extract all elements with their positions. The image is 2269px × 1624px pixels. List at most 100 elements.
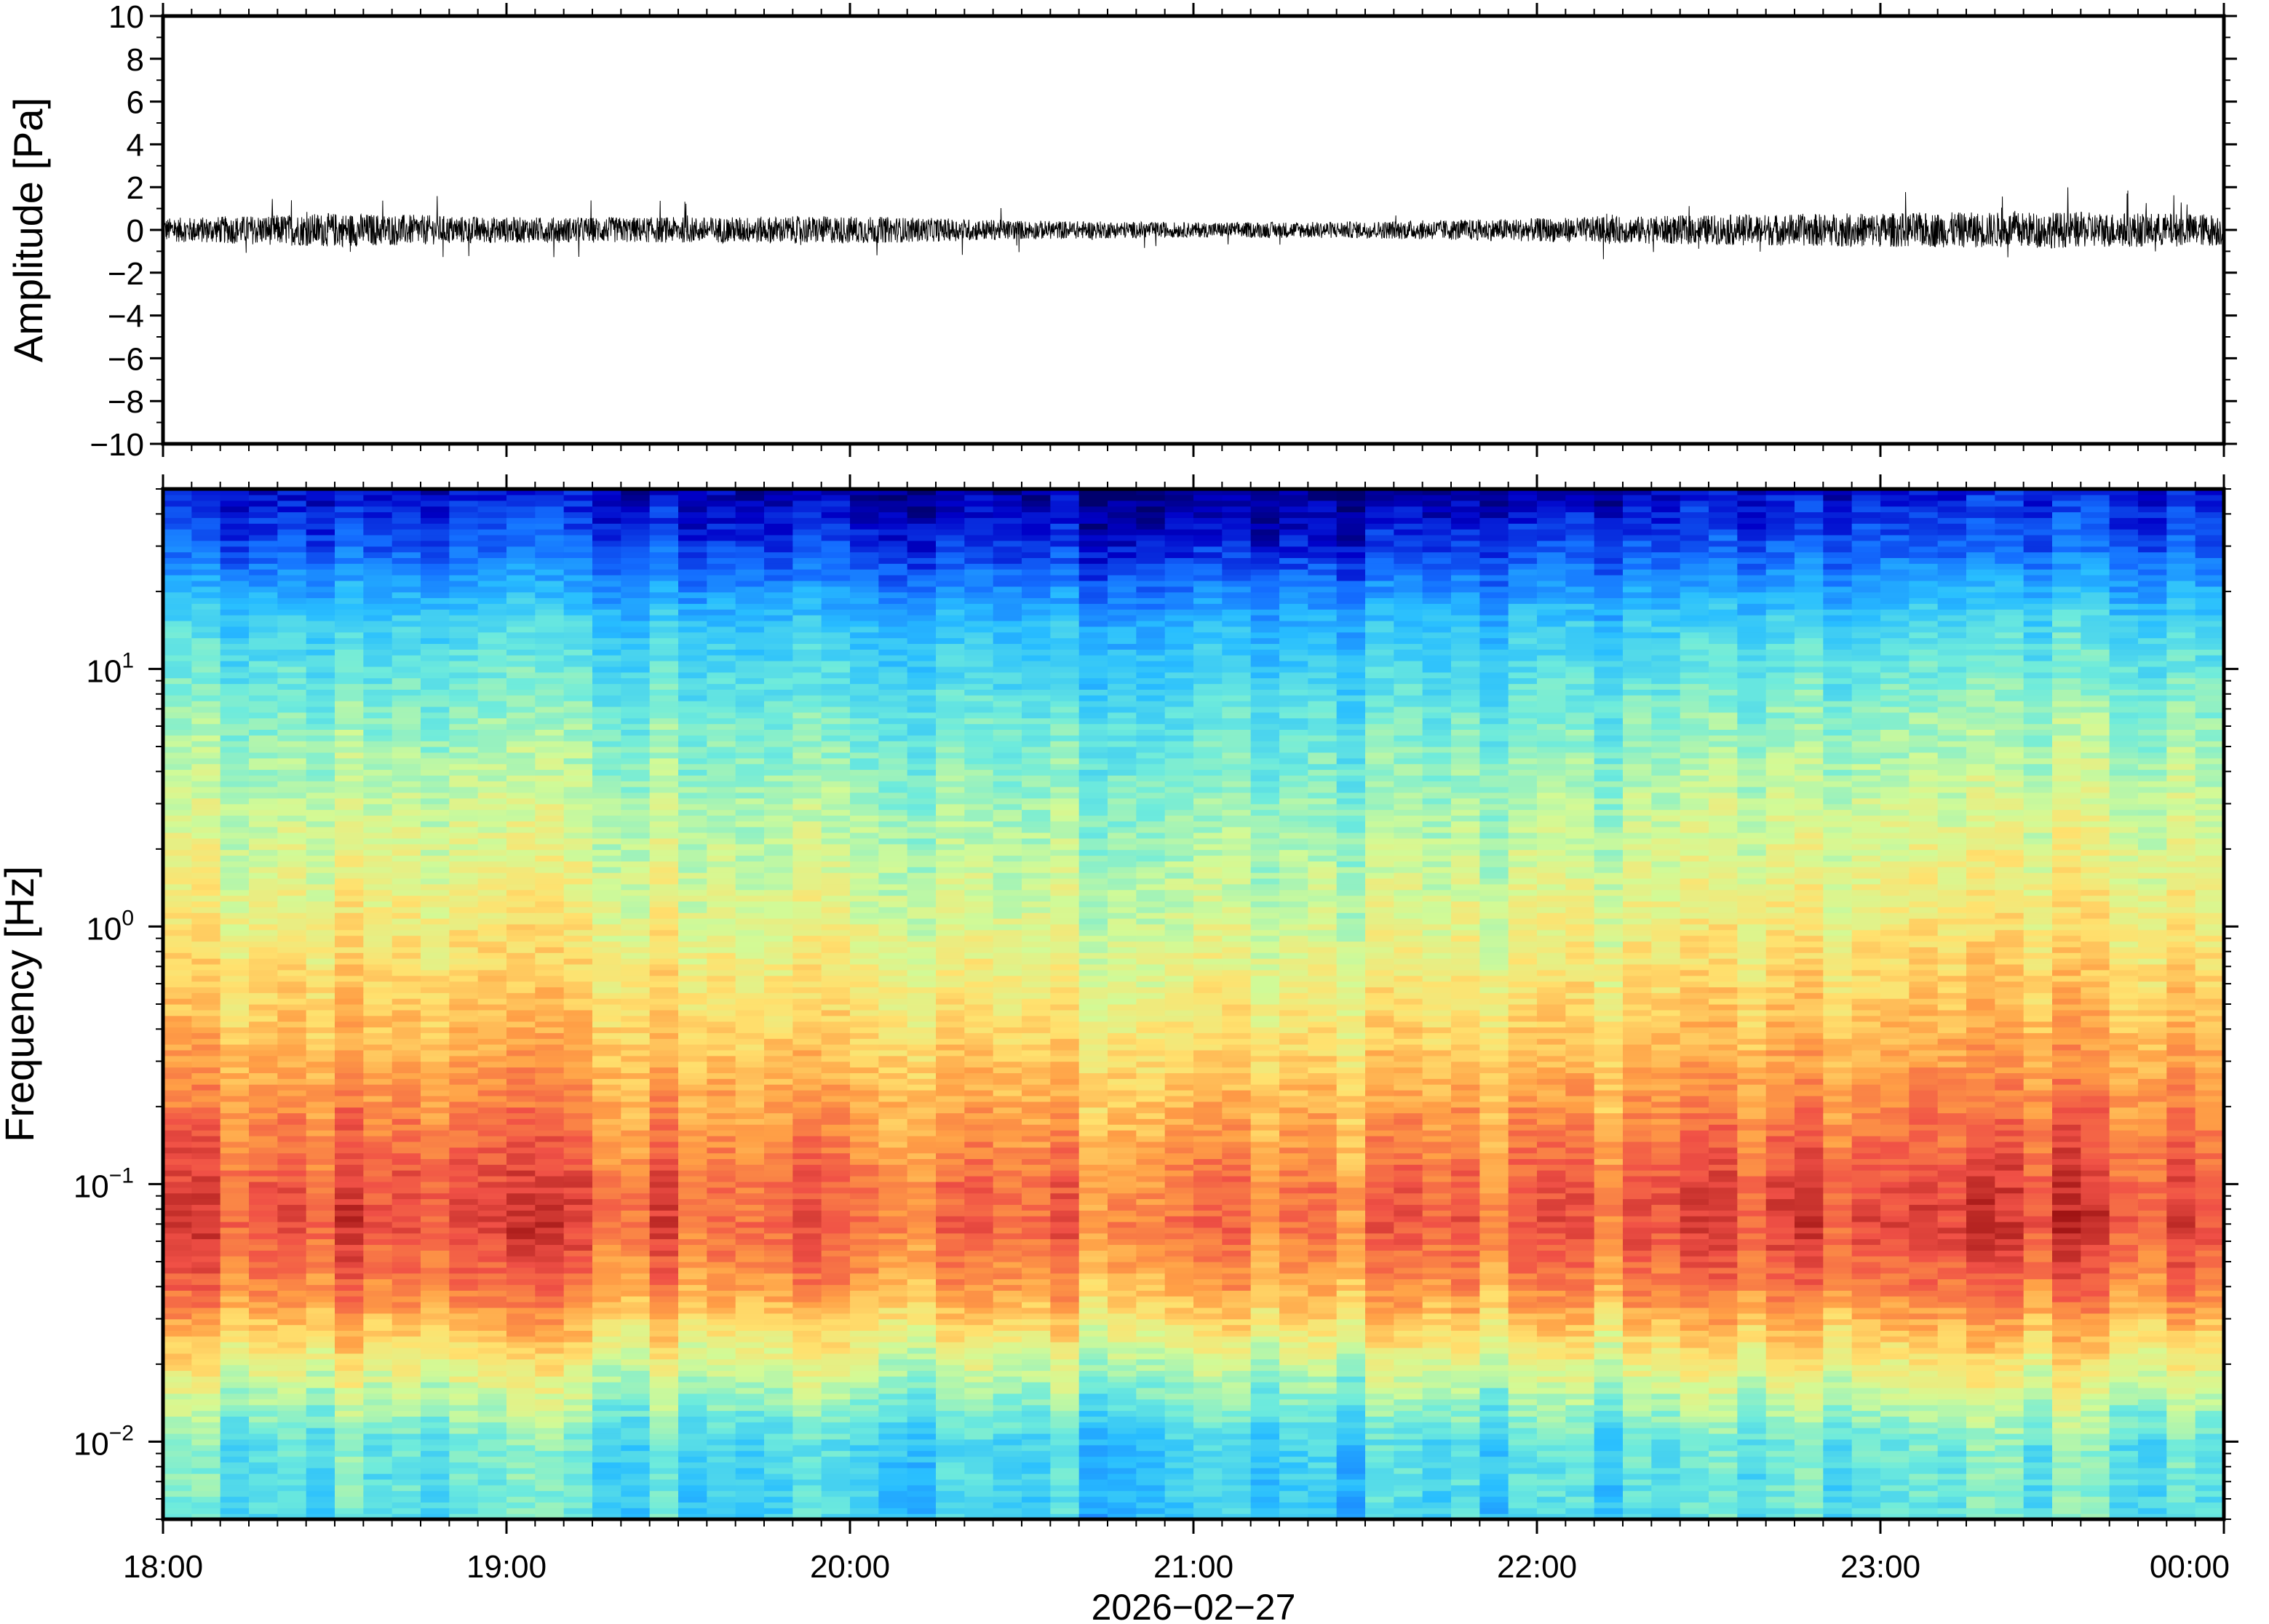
spectrogram-cell: [1365, 1141, 1394, 1148]
spectrogram-cell: [792, 1216, 822, 1222]
spectrogram-cell: [2023, 1290, 2053, 1297]
spectrogram-cell: [878, 1496, 908, 1502]
spectrogram-cell: [506, 1398, 536, 1406]
spectrogram-cell: [964, 1290, 994, 1297]
spectrogram-cell: [592, 1324, 621, 1331]
spectrogram-cell: [850, 1438, 879, 1446]
spectrogram-cell: [1737, 1348, 1767, 1354]
spectrogram-cell: [1651, 1358, 1681, 1366]
spectrogram-cell: [1508, 1296, 1538, 1302]
spectrogram-cell: [792, 1473, 822, 1480]
spectrogram-cell: [277, 1444, 307, 1452]
spectrogram-cell: [392, 1468, 421, 1474]
spectrogram-cell: [506, 1410, 536, 1417]
spectrogram-cell: [335, 1210, 364, 1217]
spectrogram-cell: [449, 1382, 479, 1388]
spectrogram-cell: [506, 1468, 536, 1474]
spectrogram-cell: [1937, 1187, 1967, 1194]
spectrogram-cell: [1623, 1398, 1652, 1406]
spectrogram-cell: [1250, 1348, 1280, 1354]
spectrogram-cell: [1823, 1444, 1853, 1452]
spectrogram-cell: [1164, 1267, 1194, 1274]
spectrogram-cell: [1250, 1296, 1280, 1302]
spectrogram-cell: [2023, 1416, 2053, 1422]
spectrogram-cell: [964, 1410, 994, 1417]
spectrogram-cell: [1050, 1141, 1080, 1148]
spectrogram-cell: [1022, 1388, 1051, 1394]
spectrogram-cell: [1365, 1358, 1394, 1366]
spectrogram-cell: [1937, 1238, 1967, 1245]
spectrogram-cell: [1737, 1398, 1767, 1406]
spectrogram-cell: [735, 1508, 765, 1514]
spectrogram-cell: [535, 1250, 565, 1257]
spectrogram-cell: [649, 1250, 679, 1257]
spectrogram-cell: [1508, 1284, 1538, 1291]
spectrogram-cell: [1193, 1478, 1223, 1486]
spectrogram-cell: [506, 1478, 536, 1486]
spectrogram-cell: [2166, 1473, 2196, 1480]
spectrogram-cell: [2138, 1193, 2167, 1200]
spectrogram-cell: [1966, 1313, 1995, 1320]
spectrogram-cell: [535, 1376, 565, 1382]
spectrogram-cell: [1164, 1508, 1194, 1514]
spectrogram-cell: [2052, 1410, 2081, 1417]
spectrogram-cell: [1451, 1502, 1480, 1508]
spectrogram-cell: [707, 1244, 736, 1251]
spectrogram-cell: [1795, 1513, 1824, 1520]
spectrogram-cell: [191, 1181, 221, 1188]
spectrogram-cell: [792, 1141, 822, 1148]
spectrogram-cell: [1737, 1433, 1767, 1440]
spectrogram-cell: [1022, 1198, 1051, 1205]
spectrogram-cell: [1737, 1428, 1767, 1434]
spectrogram-cell: [2081, 1250, 2110, 1257]
spectrogram-cell: [850, 1450, 879, 1457]
spectrogram-cell: [220, 1376, 250, 1382]
spectrogram-cell: [1308, 1473, 1338, 1480]
spectrogram-cell: [191, 1502, 221, 1508]
spectrogram-cell: [850, 1290, 879, 1297]
spectrogram-cell: [707, 1382, 736, 1388]
spectrogram-cell: [1308, 1204, 1338, 1211]
spectrogram-cell: [1222, 1382, 1252, 1388]
spectrogram-cell: [2195, 1193, 2225, 1200]
spectrogram-cell: [1880, 1181, 1910, 1188]
spectrogram-cell: [1565, 1428, 1595, 1434]
spectrogram-cell: [1680, 1444, 1709, 1452]
spectrogram-cell: [1623, 1221, 1652, 1228]
spectrogram-cell: [2166, 1233, 2196, 1240]
spectrogram-cell: [1078, 1502, 1108, 1508]
spectrogram-cell: [1022, 1342, 1051, 1348]
spectrogram-cell: [506, 1290, 536, 1297]
spectrogram-cell: [764, 1244, 793, 1251]
spectrogram-cell: [1995, 1221, 2024, 1228]
spectrogram-cell: [1422, 1216, 1452, 1222]
spectrogram-cell: [1078, 1450, 1108, 1457]
spectrogram-cell: [850, 1398, 879, 1406]
spectrogram-cell: [1966, 1204, 1995, 1211]
spectrogram-cell: [2109, 1416, 2139, 1422]
spectrogram-cell: [1995, 1290, 2024, 1297]
spectrogram-cell: [1193, 1302, 1223, 1308]
spectrogram-cell: [764, 1422, 793, 1428]
spectrogram-cell: [1336, 1302, 1366, 1308]
spectrogram-cell: [1937, 1484, 1967, 1492]
spectrogram-cell: [1937, 1433, 1967, 1440]
spectrogram-cell: [277, 1284, 307, 1291]
spectrogram-cell: [1880, 1382, 1910, 1388]
spectrogram-cell: [1050, 1267, 1080, 1274]
spectrogram-cell: [1995, 1428, 2024, 1434]
spectrogram-cell: [1937, 1158, 1967, 1165]
spectrogram-cell: [1022, 1478, 1051, 1486]
spectrogram-cell: [1250, 1336, 1280, 1342]
spectrogram-cell: [678, 1290, 707, 1297]
spectrogram-cell: [1508, 1438, 1538, 1446]
spectrogram-cell: [649, 1290, 679, 1297]
spectrogram-cell: [1680, 1296, 1709, 1302]
spectrogram-cell: [163, 1410, 192, 1417]
spectrogram-cell: [1108, 1456, 1137, 1462]
spectrogram-cell: [1422, 1141, 1452, 1148]
spectrogram-cell: [649, 1496, 679, 1502]
spectrogram-cell: [2166, 1370, 2196, 1377]
spectrogram-cell: [249, 1262, 278, 1268]
spectrogram-cell: [2166, 1404, 2196, 1412]
